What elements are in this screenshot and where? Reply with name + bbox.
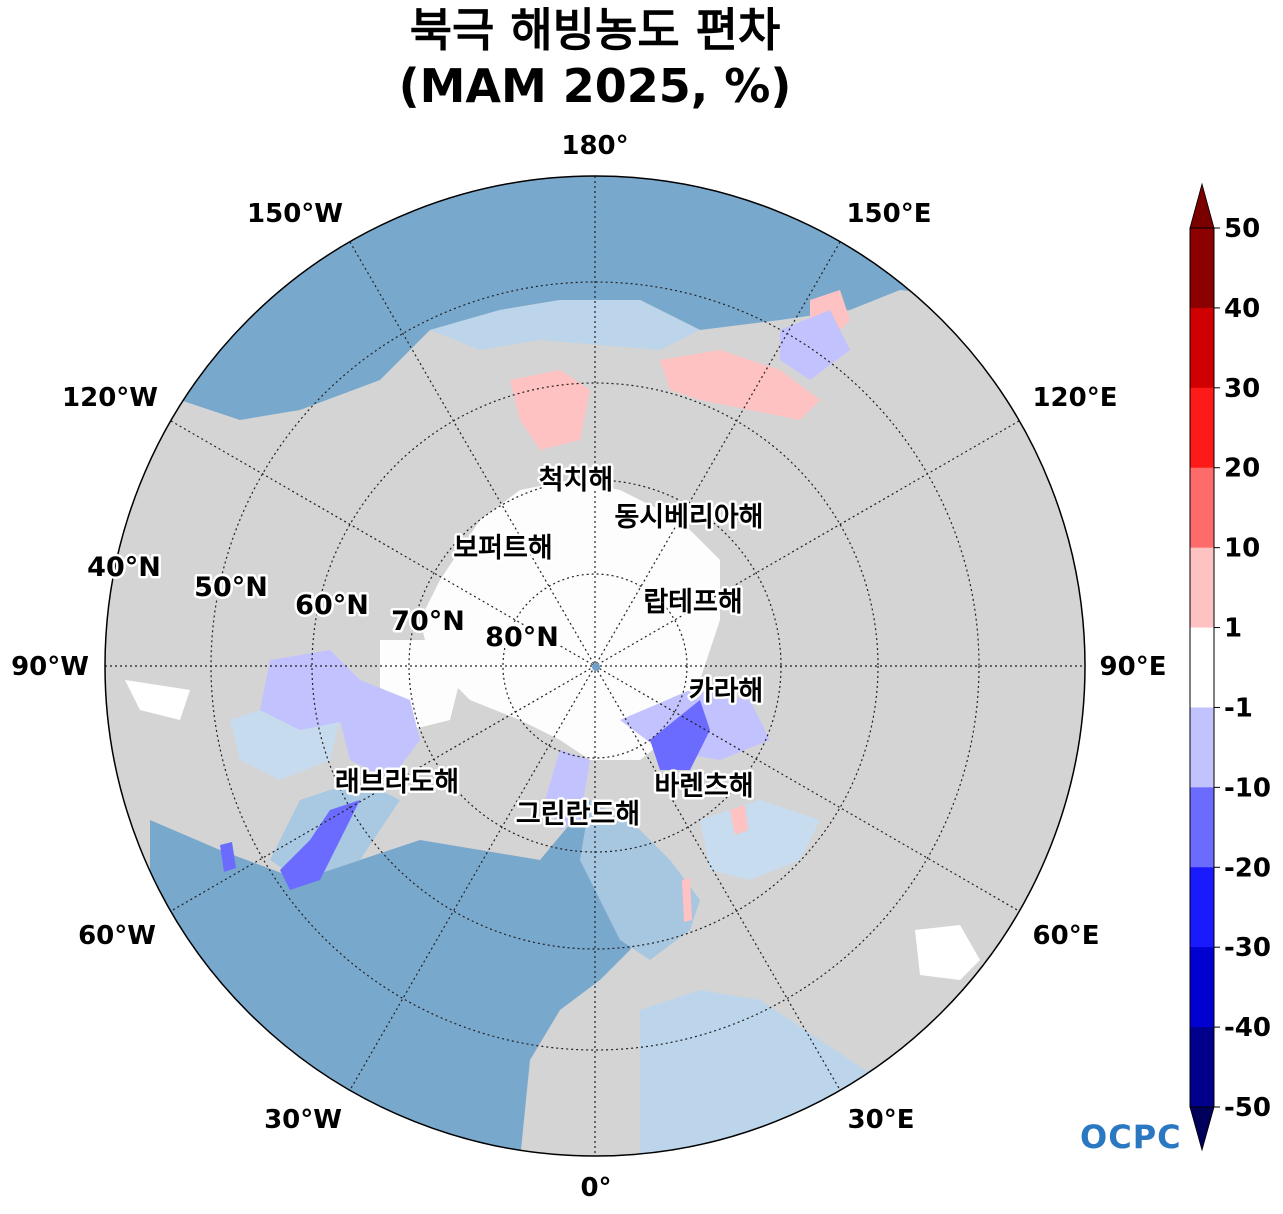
lat-label-70n: 70°N — [391, 606, 465, 637]
map-subtitle: (MAM 2025, %) — [398, 59, 792, 113]
map-title: 북극 해빙농도 편차 — [409, 3, 781, 57]
north-pole-marker — [592, 663, 600, 671]
lat-label-40n: 40°N — [87, 552, 161, 583]
ice-patch-west — [125, 680, 190, 720]
map-border — [104, 175, 1086, 1157]
arctic-ice-core — [420, 480, 720, 760]
anomaly-chukchi-positive — [510, 370, 590, 450]
colorbar-tick-label: 20 — [1224, 454, 1260, 484]
lon-label-120e: 120°E — [1032, 383, 1117, 413]
latitude-labels: 40°N 50°N 60°N 70°N 80°N — [85, 550, 562, 656]
colorbar-tick-label: 40 — [1224, 294, 1260, 324]
anomaly-baffin-negative — [340, 680, 420, 780]
lon-label-0: 0° — [580, 1173, 611, 1203]
lon-label-30w: 30°W — [264, 1105, 342, 1135]
colorbar-bin — [1190, 467, 1214, 549]
latitude-circle-80 — [502, 573, 688, 759]
colorbar-tick-label: -1 — [1224, 693, 1253, 723]
sea-label-east-siberian: 동시베리아해 — [614, 502, 763, 533]
lon-label-60e: 60°E — [1033, 921, 1100, 951]
colorbar-tick-label: -50 — [1224, 1093, 1271, 1123]
colorbar-bin — [1190, 307, 1214, 389]
anomaly-sea-of-okhotsk-negative — [780, 310, 850, 380]
colorbar-under-arrow — [1189, 1106, 1215, 1152]
colorbar-tick-label: 50 — [1224, 214, 1260, 244]
colorbar-tick-label: -20 — [1224, 853, 1271, 883]
lon-label-150w: 150°W — [247, 199, 343, 229]
meridian-150e-30w — [349, 241, 841, 1091]
lat-label-80n: 80°N — [485, 622, 559, 653]
longitude-labels: 180° 150°E 120°E 90°E 60°E 30°E 0° 30°W … — [11, 131, 1166, 1203]
sea-label-greenland: 그린란드해 — [516, 799, 640, 830]
anomaly-baltic-positive — [682, 878, 692, 922]
colorbar-bin — [1190, 787, 1214, 868]
sea-label-barents: 바렌츠해 — [654, 771, 753, 802]
sea-label-chukchi: 척치해 — [539, 465, 614, 496]
colorbar-tick-label: -10 — [1224, 773, 1271, 803]
lat-label-60n: 60°N — [295, 590, 369, 621]
meridian-150w-30e — [349, 241, 841, 1091]
anomaly-barents-strong-negative — [650, 700, 710, 770]
latitude-circle-60 — [311, 382, 879, 950]
ocean-north-atlantic-shelf — [580, 800, 700, 960]
colorbar-bin — [1190, 387, 1214, 469]
ocpc-logo-text: OCPC — [1080, 1118, 1182, 1156]
colorbar-bins — [1190, 228, 1214, 1108]
colorbar-bin — [1190, 707, 1214, 788]
sea-label-laptev: 랍테프해 — [643, 587, 742, 618]
anomaly-hudson-strait-strong-negative — [220, 842, 236, 872]
sea-labels: 척치해 동시베리아해 보퍼트해 랍테프해 카라해 바렌츠해 래브라도해 그린란드… — [332, 463, 766, 833]
colorbar-bin — [1190, 867, 1214, 948]
colorbar-tick-label: 10 — [1224, 534, 1260, 564]
lon-label-90w: 90°W — [11, 652, 89, 682]
lon-label-120w: 120°W — [62, 383, 158, 413]
colorbar: 50 40 30 20 10 1 -1 -10 -20 -30 -40 -50 — [1189, 182, 1271, 1152]
colorbar-tick-label: -30 — [1224, 933, 1271, 963]
colorbar-bin — [1190, 1027, 1214, 1108]
ocean-bering-shelf — [430, 300, 700, 350]
colorbar-ticks: 50 40 30 20 10 1 -1 -10 -20 -30 -40 -50 — [1214, 214, 1271, 1123]
lon-label-180: 180° — [561, 131, 628, 161]
colorbar-bin — [1190, 547, 1214, 629]
lat-label-50n: 50°N — [194, 572, 268, 603]
ocean-pacific — [150, 176, 1040, 420]
ocpc-logo: OCPC — [1080, 1118, 1182, 1156]
ocean-barents — [700, 800, 820, 880]
sea-label-beaufort: 보퍼트해 — [453, 533, 552, 564]
lon-label-90e: 90°E — [1100, 652, 1167, 682]
anomaly-hudson-negative — [260, 650, 360, 730]
colorbar-over-arrow — [1189, 182, 1215, 229]
colorbar-tick-label: 30 — [1224, 374, 1260, 404]
colorbar-bin — [1190, 228, 1214, 309]
lon-label-30e: 30°E — [848, 1105, 915, 1135]
anomaly-barents-positive — [730, 805, 748, 835]
colorbar-bin — [1190, 627, 1214, 708]
anomaly-greenland-sea-negative — [545, 750, 590, 830]
anomaly-eastsiberian-positive — [660, 350, 820, 420]
lon-label-150e: 150°E — [846, 199, 931, 229]
lon-label-60w: 60°W — [78, 921, 156, 951]
ice-lake-south — [915, 925, 980, 980]
sea-label-labrador: 래브라도해 — [335, 767, 459, 798]
colorbar-tick-label: 1 — [1224, 614, 1242, 644]
meridian-120w-60e — [170, 420, 1020, 912]
sea-label-kara: 카라해 — [689, 676, 764, 707]
colorbar-frame — [1189, 227, 1215, 1108]
colorbar-bin — [1190, 947, 1214, 1028]
colorbar-tick-label: -40 — [1224, 1013, 1271, 1043]
meridian-120e-60w — [170, 420, 1020, 912]
anomaly-labrador-strong-negative — [280, 800, 360, 890]
